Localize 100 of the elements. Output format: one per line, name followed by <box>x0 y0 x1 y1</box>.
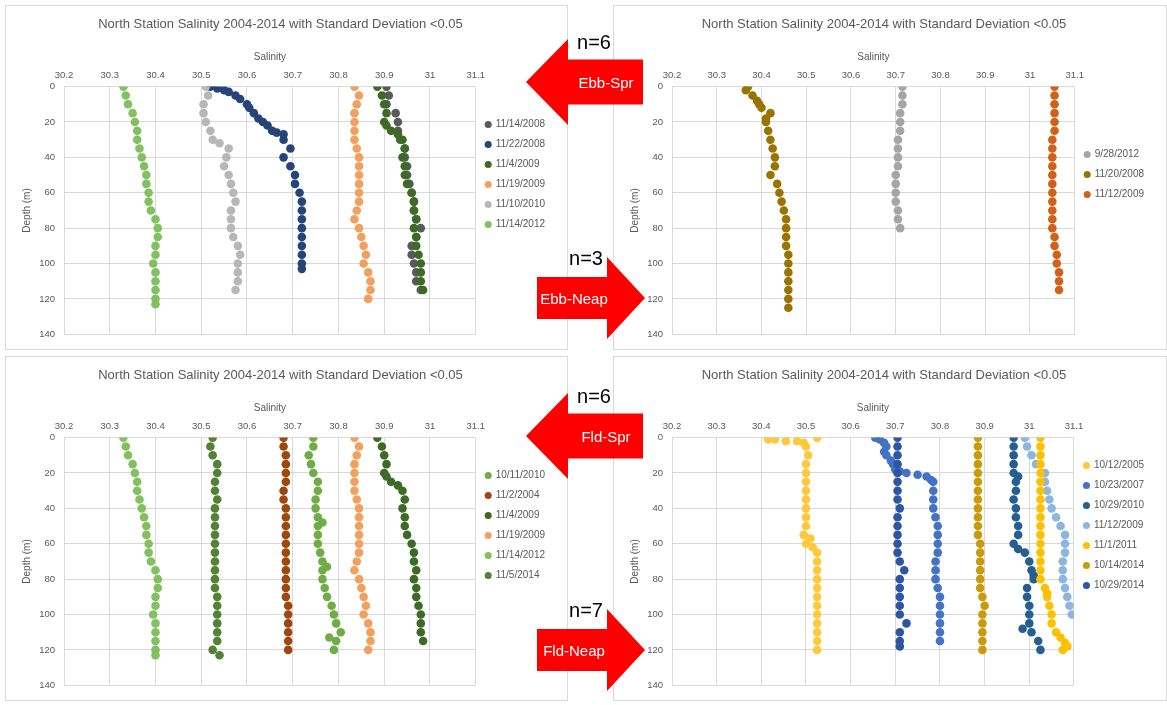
legend-label: 10/29/2010 <box>1093 499 1145 511</box>
x-axis-title: Salinity <box>856 402 890 414</box>
y-tick-label: 60 <box>652 537 663 549</box>
y-tick-label: 0 <box>657 80 663 92</box>
x-tick-label: 31 <box>424 419 436 431</box>
y-tick-label: 20 <box>44 115 55 127</box>
x-tick-label: 30.5 <box>796 68 816 80</box>
x-tick-label: 30.2 <box>54 419 74 431</box>
x-tick-label: 30.2 <box>662 419 682 431</box>
legend-label: 11/4/2009 <box>495 158 540 170</box>
y-tick-label: 120 <box>39 643 55 655</box>
x-tick-label: 31 <box>1024 68 1036 80</box>
x-tick-label: 30.8 <box>930 419 950 431</box>
x-tick-label: 30.7 <box>886 419 905 431</box>
text: n=3 <box>569 247 603 269</box>
text: n=6 <box>577 385 611 407</box>
y-tick-label: 120 <box>647 292 663 304</box>
x-tick-label: 31 <box>1024 419 1035 431</box>
legend-label: 11/14/2008 <box>495 118 546 130</box>
x-tick-label: 30.8 <box>329 68 348 80</box>
y-tick-label: 40 <box>652 502 663 513</box>
y-tick-label: 100 <box>647 257 663 269</box>
legend-label: 11/4/2009 <box>495 509 540 521</box>
legend-label: 10/11/2010 <box>495 469 546 481</box>
x-tick-label: 30.4 <box>146 68 165 80</box>
x-tick-label: 31.1 <box>1065 68 1084 80</box>
x-tick-label: 30.4 <box>752 419 771 431</box>
x-tick-label: 30.7 <box>886 68 905 80</box>
y-tick-label: 20 <box>652 466 663 478</box>
y-tick-label: 140 <box>39 678 55 690</box>
legend-label: 9/28/2012 <box>1094 148 1140 160</box>
legend-label: 10/14/2014 <box>1093 559 1145 571</box>
x-tick-label: 31.1 <box>466 419 485 431</box>
x-tick-label: 30.9 <box>975 419 994 431</box>
legend-label: 11/12/2009 <box>1094 188 1145 200</box>
chart-title: North Station Salinity 2004-2014 with Standard Deviation <0.05 <box>98 367 463 383</box>
x-tick-label: 30.7 <box>283 419 302 431</box>
legend-label: 11/5/2014 <box>495 569 540 581</box>
x-tick-label: 30.5 <box>191 68 211 80</box>
y-tick-label: 140 <box>39 327 55 339</box>
x-tick-label: 30.4 <box>146 419 165 431</box>
y-tick-label: 40 <box>44 502 55 513</box>
y-tick-label: 40 <box>44 151 55 162</box>
x-tick-label: 30.6 <box>841 419 860 431</box>
text: Ebb-Spr <box>578 73 634 91</box>
text: n=7 <box>569 599 603 621</box>
x-tick-label: 30.6 <box>237 419 257 431</box>
x-tick-label: 30.2 <box>662 68 682 80</box>
text: Fld-Spr <box>581 427 631 445</box>
legend-label: 10/12/2005 <box>1093 459 1145 471</box>
y-tick-label: 100 <box>39 257 55 269</box>
chart-title: North Station Salinity 2004-2014 with Standard Deviation <0.05 <box>701 16 1067 32</box>
x-tick-label: 30.4 <box>752 68 771 80</box>
x-tick-label: 30.3 <box>707 68 726 80</box>
x-tick-label: 31.1 <box>466 68 485 80</box>
x-axis-title: Salinity <box>253 402 286 414</box>
x-tick-label: 30.2 <box>54 68 74 80</box>
y-tick-label: 80 <box>652 221 663 233</box>
x-tick-label: 31.1 <box>1064 419 1084 431</box>
text: Fld-Neap <box>543 641 605 659</box>
y-tick-label: 120 <box>647 643 663 655</box>
legend-label: 11/2/2004 <box>495 489 540 501</box>
legend-label: 11/19/2009 <box>495 529 546 541</box>
y-axis-title: Depth (m) <box>20 539 32 584</box>
chart-title: North Station Salinity 2004-2014 with Standard Deviation <0.05 <box>701 367 1067 383</box>
text: Ebb-Neap <box>540 289 608 307</box>
chart-title: North Station Salinity 2004-2014 with Standard Deviation <0.05 <box>98 16 463 32</box>
y-tick-label: 140 <box>647 327 663 339</box>
y-axis-title: Depth (m) <box>20 188 32 233</box>
text: n=6 <box>577 31 611 53</box>
y-tick-label: 100 <box>39 608 55 620</box>
y-tick-label: 0 <box>49 431 55 443</box>
x-tick-label: 30.3 <box>100 68 119 80</box>
y-tick-label: 40 <box>652 151 663 162</box>
y-tick-label: 0 <box>49 80 55 92</box>
y-tick-label: 60 <box>652 186 663 198</box>
x-tick-label: 30.8 <box>329 419 348 431</box>
legend-label: 11/20/2008 <box>1094 168 1145 180</box>
x-tick-label: 30.3 <box>100 419 119 431</box>
x-tick-label: 30.8 <box>931 68 950 80</box>
y-tick-label: 0 <box>657 431 663 443</box>
y-axis-title: Depth (m) <box>628 188 640 233</box>
y-tick-label: 120 <box>39 292 55 304</box>
legend-label: 10/29/2014 <box>1093 579 1145 591</box>
x-tick-label: 30.6 <box>237 68 257 80</box>
x-tick-label: 31 <box>424 68 436 80</box>
y-tick-label: 140 <box>647 678 663 690</box>
legend-label: 11/1/2011 <box>1093 539 1138 551</box>
y-tick-label: 80 <box>44 221 55 233</box>
y-tick-label: 60 <box>44 186 55 198</box>
x-tick-label: 30.9 <box>374 68 394 80</box>
y-tick-label: 60 <box>44 537 55 549</box>
x-tick-label: 30.9 <box>975 68 995 80</box>
x-tick-label: 30.5 <box>796 419 816 431</box>
y-tick-label: 100 <box>647 608 663 620</box>
x-axis-title: Salinity <box>857 51 890 63</box>
x-tick-label: 30.3 <box>707 419 726 431</box>
legend-label: 11/14/2012 <box>495 218 546 230</box>
legend-label: 11/12/2009 <box>1093 519 1144 531</box>
legend-label: 11/22/2008 <box>495 138 546 150</box>
